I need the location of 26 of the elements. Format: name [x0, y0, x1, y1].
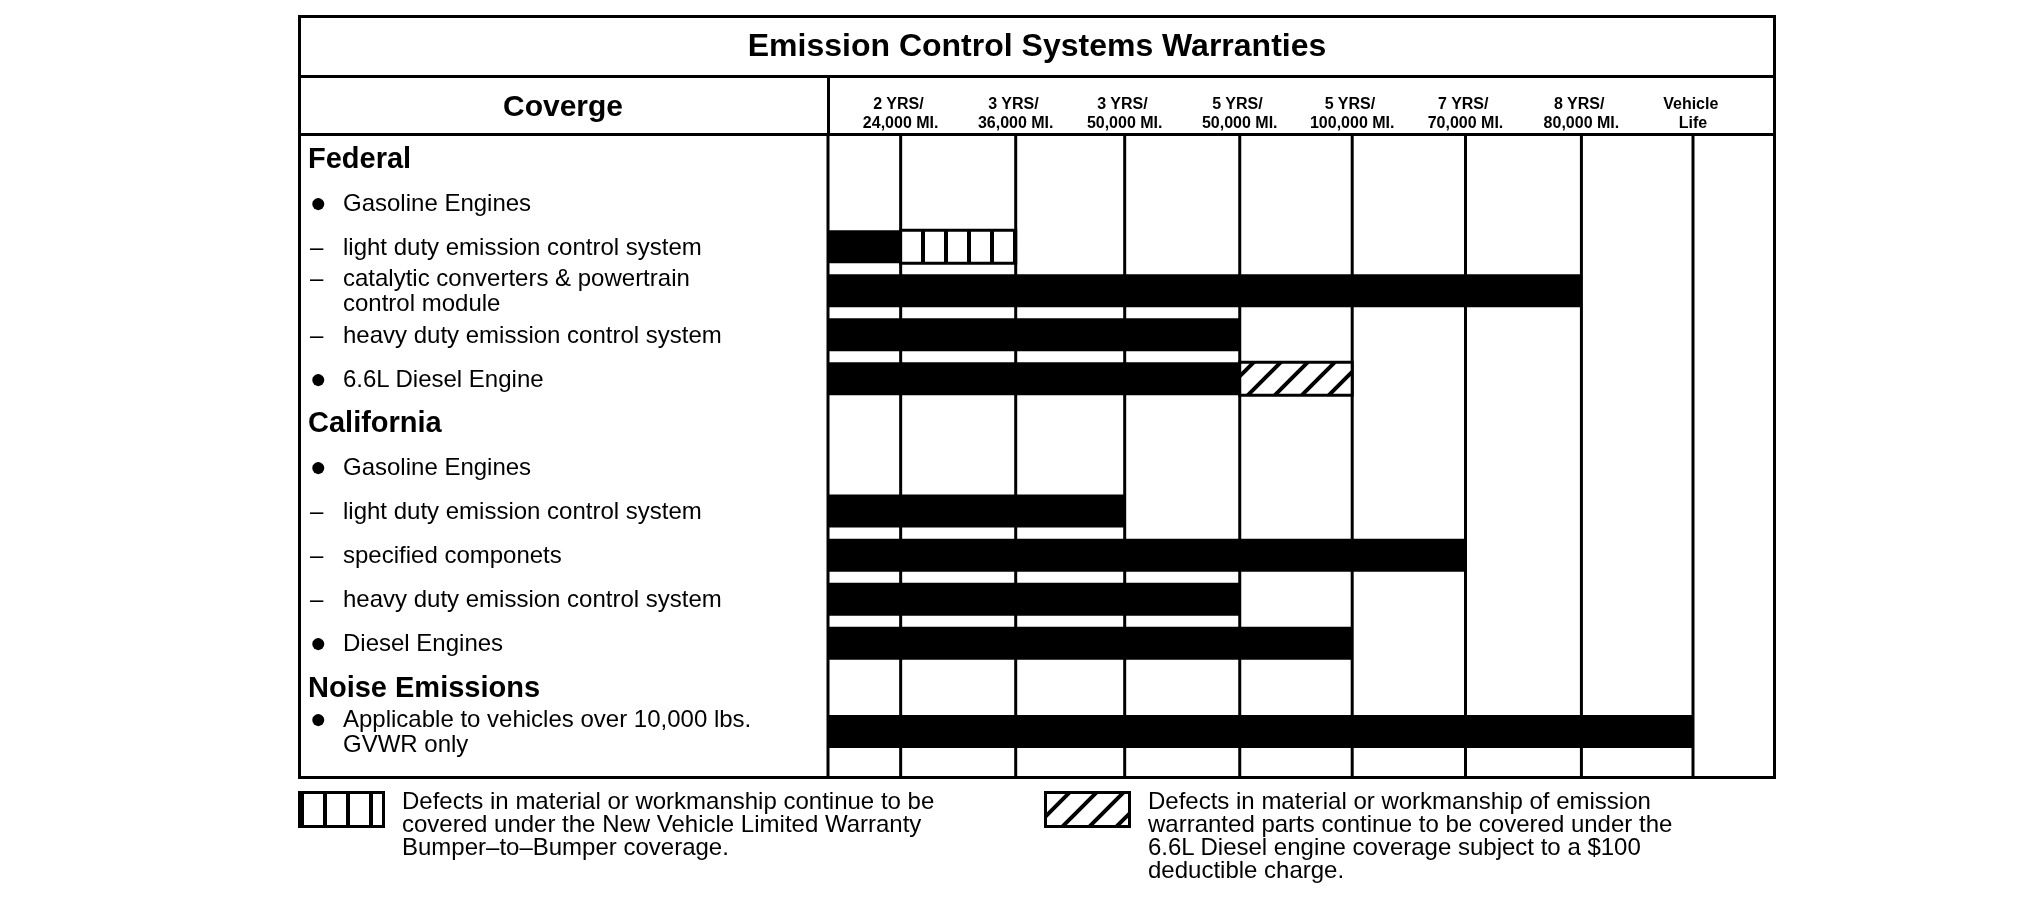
y-tick-label: – heavy duty emission control system: [310, 320, 722, 348]
y-tick-label: Federal: [308, 142, 412, 175]
y-tick-label: ● Gasoline Engines: [310, 451, 532, 483]
ref-line-label: Vehicle Life: [1663, 94, 1723, 131]
y-tick-label: – catalytic converters & powertrain control module: [310, 264, 697, 317]
ref-line-label: 7 YRS/ 70,000 MI.: [1427, 94, 1504, 131]
chart-title: Emission Control Systems Warranties: [746, 26, 1328, 65]
y-tick-label: ● 6.6L Diesel Engine: [310, 362, 544, 394]
ref-line-label: 3 YRS/ 36,000 MI.: [977, 94, 1054, 131]
y-tick-label: California: [308, 406, 443, 439]
legend-label: Defects in material or workmanship of emission warranted parts continue to be covered under the 6.6L Diesel engine coverage subject to a $100 deductible charge.: [1148, 787, 1674, 883]
y-tick-label: ● Applicable to vehicles over 10,000 lbs. GVWR only: [310, 702, 758, 757]
y-tick-label: – heavy duty emission control system: [310, 585, 722, 613]
legend-label: Defects in material or workmanship continue to be covered under the New Vehicle Limited Warranty Bumper–to–Bumper coverage.: [402, 787, 936, 860]
ref-line-label: 3 YRS/ 50,000 MI.: [1086, 94, 1163, 131]
ref-line-label: 5 YRS/ 50,000 MI.: [1201, 94, 1278, 131]
ref-line-label: 5 YRS/ 100,000 MI.: [1309, 94, 1395, 131]
y-tick-label: – light duty emission control system: [310, 232, 702, 260]
y-axis-title: Coverge: [501, 88, 624, 124]
y-tick-label: – specified componets: [310, 541, 562, 569]
y-tick-label: ● Gasoline Engines: [310, 186, 532, 218]
ref-line-label: 2 YRS/ 24,000 MI.: [862, 94, 939, 131]
y-tick-label: Noise Emissions: [308, 670, 541, 703]
ref-line-label: 8 YRS/ 80,000 MI.: [1543, 94, 1620, 131]
y-tick-label: – light duty emission control system: [310, 497, 702, 525]
y-tick-label: ● Diesel Engines: [310, 627, 504, 659]
